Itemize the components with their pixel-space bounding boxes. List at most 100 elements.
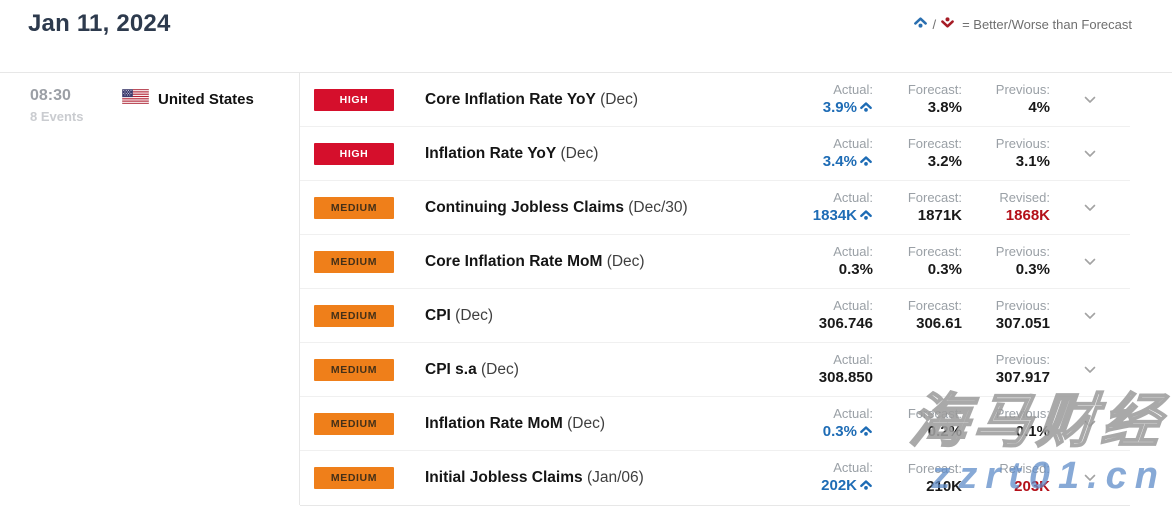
third-value: 307.917 xyxy=(995,369,1050,386)
event-row[interactable]: MEDIUM Continuing Jobless Claims (Dec/30… xyxy=(300,181,1130,235)
event-title: Core Inflation Rate YoY xyxy=(425,90,596,108)
event-values: Actual: 3.9% Forecast: 3.8% Previous: 4% xyxy=(773,81,1130,119)
chevron-down-icon xyxy=(1084,420,1096,427)
event-name: Inflation Rate YoY (Dec) xyxy=(425,145,598,163)
caret-up-dot-icon xyxy=(913,16,928,32)
event-period: (Dec/30) xyxy=(628,198,688,216)
expand-row-button[interactable] xyxy=(1050,366,1130,374)
third-value: 4% xyxy=(1028,99,1050,116)
previous-column: Previous: 0.1% xyxy=(962,405,1050,442)
page-title: Jan 11, 2024 xyxy=(28,10,171,37)
better-icon xyxy=(859,207,873,227)
event-period: (Dec) xyxy=(481,360,519,378)
actual-value: 1834K xyxy=(773,206,873,227)
event-period: (Dec) xyxy=(600,90,639,108)
event-name: Core Inflation Rate YoY (Dec) xyxy=(425,91,638,109)
actual-column: Actual: 306.746 xyxy=(773,297,873,334)
actual-label: Actual: xyxy=(833,352,873,367)
event-row[interactable]: MEDIUM Core Inflation Rate MoM (Dec) Act… xyxy=(300,235,1130,289)
previous-column: Previous: 4% xyxy=(962,81,1050,118)
event-name: CPI s.a (Dec) xyxy=(425,361,519,379)
forecast-value: 0.3% xyxy=(927,261,962,278)
event-name: Inflation Rate MoM (Dec) xyxy=(425,415,605,433)
event-row[interactable]: HIGH Inflation Rate YoY (Dec) Actual: 3.… xyxy=(300,127,1130,181)
third-value: 1868K xyxy=(1005,207,1050,224)
event-title: CPI s.a xyxy=(425,360,477,378)
actual-column: Actual: 3.4% xyxy=(773,135,873,173)
expand-row-button[interactable] xyxy=(1050,474,1130,482)
actual-value: 308.850 xyxy=(818,369,873,386)
event-period: (Dec) xyxy=(567,414,605,432)
forecast-value: 1871K xyxy=(917,207,962,224)
impact-badge: MEDIUM xyxy=(314,412,394,435)
forecast-value: 3.2% xyxy=(927,153,962,170)
actual-value: 0.3% xyxy=(838,261,873,278)
event-period: (Dec) xyxy=(455,306,494,324)
actual-label: Actual: xyxy=(833,135,873,151)
forecast-column: Forecast: 3.8% xyxy=(873,81,962,118)
event-name: Core Inflation Rate MoM (Dec) xyxy=(425,253,645,271)
previous-column: Previous: 307.051 xyxy=(962,297,1050,334)
impact-badge: HIGH xyxy=(314,88,394,111)
actual-value: 3.4% xyxy=(773,152,873,173)
event-values: Actual: 202K Forecast: 210K Revised: 203… xyxy=(773,459,1130,497)
event-row[interactable]: MEDIUM Initial Jobless Claims (Jan/06) A… xyxy=(300,451,1130,505)
us-flag-icon xyxy=(121,88,150,109)
third-value: 203K xyxy=(1014,477,1050,495)
impact-badge: MEDIUM xyxy=(314,467,394,489)
actual-column: Actual: 0.3% xyxy=(773,243,873,280)
actual-label: Actual: xyxy=(833,460,873,475)
legend: / = Better/Worse than Forecast xyxy=(913,8,1132,32)
country-cell: United States xyxy=(121,88,300,109)
event-title: Continuing Jobless Claims xyxy=(425,198,624,216)
previous-label: Revised: xyxy=(999,460,1050,476)
forecast-value: 3.8% xyxy=(927,99,962,116)
chevron-down-icon xyxy=(1084,204,1096,211)
forecast-column: Forecast: 210K xyxy=(873,460,962,497)
forecast-column: Forecast: 0.3% xyxy=(873,243,962,280)
expand-row-button[interactable] xyxy=(1050,420,1130,428)
event-row[interactable]: HIGH Core Inflation Rate YoY (Dec) Actua… xyxy=(300,73,1130,127)
event-name: CPI (Dec) xyxy=(425,307,493,325)
previous-column: Previous: 3.1% xyxy=(962,135,1050,172)
event-title: Initial Jobless Claims xyxy=(425,469,583,486)
event-values: Actual: 306.746 Forecast: 306.61 Previou… xyxy=(773,297,1130,334)
actual-column: Actual: 308.850 xyxy=(773,351,873,388)
expand-row-button[interactable] xyxy=(1050,204,1130,212)
actual-column: Actual: 3.9% xyxy=(773,81,873,119)
previous-label: Previous: xyxy=(995,136,1050,151)
forecast-label: Forecast: xyxy=(907,82,962,97)
event-row[interactable]: MEDIUM CPI s.a (Dec) Actual: 308.850 Pre… xyxy=(300,343,1130,397)
events-count: 8 Events xyxy=(30,109,84,124)
forecast-label: Forecast: xyxy=(907,460,962,476)
third-value: 3.1% xyxy=(1015,153,1050,170)
actual-value: 202K xyxy=(773,476,873,497)
actual-label: Actual: xyxy=(833,189,873,205)
page-header: Jan 11, 2024 / = Better/Worse than Forec… xyxy=(0,0,1172,72)
event-name: Initial Jobless Claims (Jan/06) xyxy=(425,469,644,487)
third-value: 0.1% xyxy=(1015,423,1050,440)
forecast-value: 0.2% xyxy=(927,423,962,440)
previous-column: Previous: 0.3% xyxy=(962,243,1050,280)
legend-separator: / xyxy=(932,16,937,32)
expand-row-button[interactable] xyxy=(1050,96,1130,104)
forecast-label: Forecast: xyxy=(907,298,962,313)
forecast-value: 306.61 xyxy=(916,315,962,332)
event-row[interactable]: MEDIUM CPI (Dec) Actual: 306.746 Forecas… xyxy=(300,289,1130,343)
impact-badge: MEDIUM xyxy=(314,196,394,219)
actual-label: Actual: xyxy=(833,244,873,259)
event-row[interactable]: MEDIUM Inflation Rate MoM (Dec) Actual: … xyxy=(300,397,1130,451)
better-icon xyxy=(859,423,873,443)
impact-badge: MEDIUM xyxy=(314,304,394,327)
event-values: Actual: 0.3% Forecast: 0.3% Previous: 0.… xyxy=(773,243,1130,280)
event-values: Actual: 3.4% Forecast: 3.2% Previous: 3.… xyxy=(773,135,1130,173)
expand-row-button[interactable] xyxy=(1050,312,1130,320)
previous-label: Previous: xyxy=(995,82,1050,97)
event-time: 08:30 xyxy=(30,87,71,104)
actual-label: Actual: xyxy=(833,405,873,421)
chevron-down-icon xyxy=(1084,474,1096,481)
expand-row-button[interactable] xyxy=(1050,258,1130,266)
actual-value: 3.9% xyxy=(773,98,873,119)
expand-row-button[interactable] xyxy=(1050,150,1130,158)
better-icon xyxy=(859,153,873,173)
